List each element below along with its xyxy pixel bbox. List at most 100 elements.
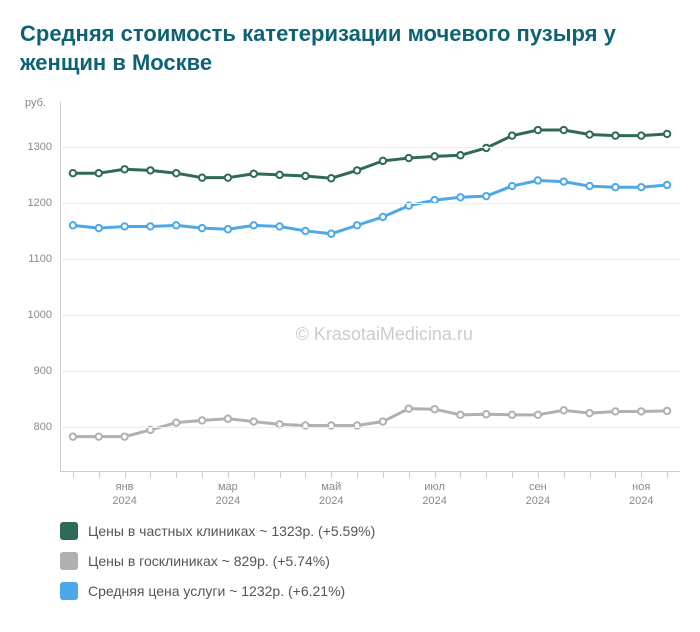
series-marker-private [457,152,463,158]
series-marker-state [380,419,386,425]
series-marker-state [70,434,76,440]
series-marker-private [406,155,412,161]
y-tick-label: 1300 [28,141,52,153]
series-marker-state [638,408,644,414]
x-tick-label: янв2024 [112,480,136,509]
chart-title: Средняя стоимость катетеризации мочевого… [20,20,680,77]
y-tick-label: 800 [34,421,52,433]
legend-item: Цены в частных клиниках ~ 1323р. (+5.59%… [60,522,680,540]
x-tick-label: ноя2024 [629,480,653,509]
x-tick [150,472,151,478]
legend-label: Средняя цена услуги ~ 1232р. (+6.21%) [88,583,345,599]
legend-swatch [60,522,78,540]
series-marker-private [276,172,282,178]
series-marker-average [276,223,282,229]
series-marker-state [664,408,670,414]
series-marker-private [96,170,102,176]
series-marker-average [251,222,257,228]
legend-item: Средняя цена услуги ~ 1232р. (+6.21%) [60,582,680,600]
series-marker-average [70,222,76,228]
y-tick-label: 1200 [28,197,52,209]
series-marker-average [225,226,231,232]
x-tick [538,472,539,478]
x-tick-label: сен2024 [526,480,550,509]
series-marker-average [586,183,592,189]
series-marker-private [612,133,618,139]
series-marker-private [302,173,308,179]
x-tick-label: май2024 [319,480,343,509]
series-marker-average [561,179,567,185]
series-marker-private [664,131,670,137]
x-tick [73,472,74,478]
series-marker-private [638,133,644,139]
y-unit-label: руб. [25,97,46,109]
grid-line [60,259,680,260]
grid-line [60,427,680,428]
series-marker-state [509,412,515,418]
x-tick [99,472,100,478]
x-tick [357,472,358,478]
series-marker-average [664,182,670,188]
x-tick [590,472,591,478]
legend: Цены в частных клиниках ~ 1323р. (+5.59%… [60,522,680,600]
series-marker-average [457,194,463,200]
x-tick [202,472,203,478]
x-tick [305,472,306,478]
series-marker-private [328,175,334,181]
x-tick [331,472,332,478]
series-marker-state [251,419,257,425]
series-marker-state [457,412,463,418]
x-tick [486,472,487,478]
x-tick [280,472,281,478]
series-marker-private [173,170,179,176]
grid-line [60,315,680,316]
series-marker-average [380,214,386,220]
grid-line [60,203,680,204]
y-tick-label: 1100 [28,253,52,265]
series-marker-private [586,132,592,138]
series-marker-private [147,167,153,173]
series-marker-private [225,175,231,181]
x-tick [667,472,668,478]
series-marker-state [535,412,541,418]
series-marker-average [328,231,334,237]
series-marker-state [561,407,567,413]
series-marker-state [121,434,127,440]
grid-line [60,147,680,148]
y-tick-label: 900 [34,365,52,377]
series-marker-state [96,434,102,440]
chart-svg [60,102,680,472]
series-marker-average [638,184,644,190]
x-tick [615,472,616,478]
x-tick [460,472,461,478]
series-marker-average [302,228,308,234]
series-marker-private [561,127,567,133]
series-line-state [73,409,667,437]
series-marker-private [354,167,360,173]
series-marker-state [483,411,489,417]
series-marker-private [380,158,386,164]
series-marker-state [225,416,231,422]
legend-swatch [60,552,78,570]
x-tick [125,472,126,478]
series-marker-private [199,175,205,181]
x-tick [228,472,229,478]
series-marker-average [354,222,360,228]
legend-label: Цены в госклиниках ~ 829р. (+5.74%) [88,553,330,569]
series-marker-private [70,170,76,176]
series-marker-private [431,153,437,159]
x-tick-label: мар2024 [216,480,240,509]
series-marker-private [121,166,127,172]
series-marker-average [173,222,179,228]
legend-item: Цены в госклиниках ~ 829р. (+5.74%) [60,552,680,570]
x-tick [641,472,642,478]
series-marker-average [121,223,127,229]
x-tick [512,472,513,478]
series-line-average [73,181,667,234]
series-marker-state [173,420,179,426]
legend-label: Цены в частных клиниках ~ 1323р. (+5.59%… [88,523,375,539]
series-marker-average [483,193,489,199]
series-marker-private [509,133,515,139]
series-marker-private [535,127,541,133]
series-marker-average [612,184,618,190]
